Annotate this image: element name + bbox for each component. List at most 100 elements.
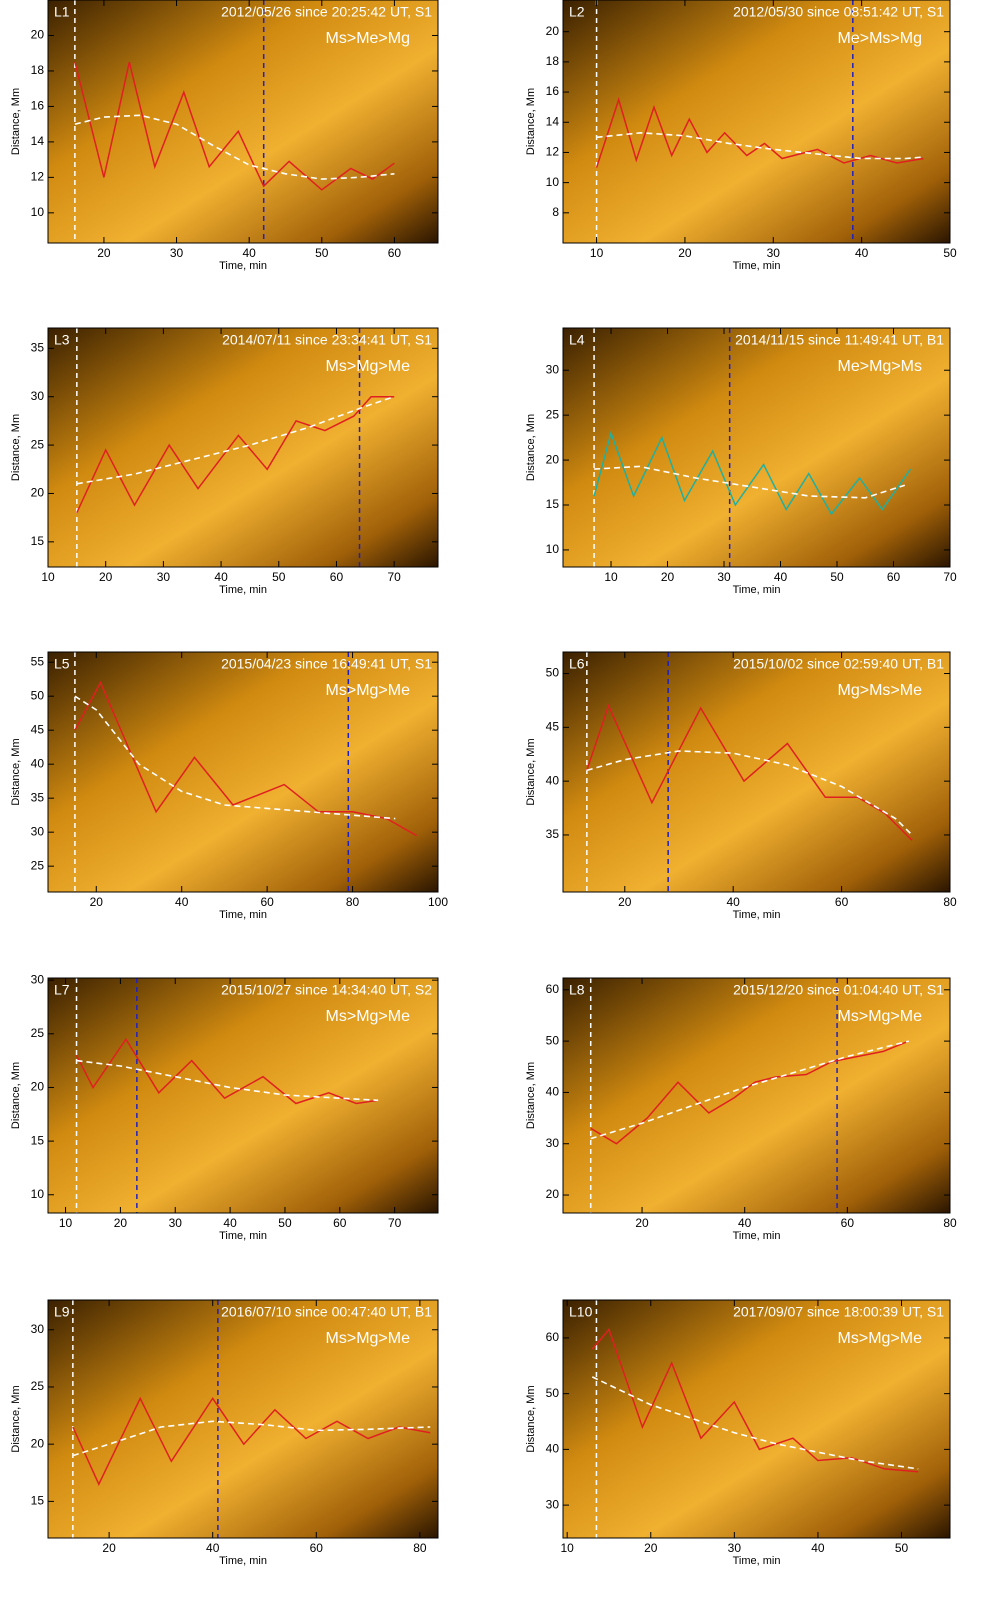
- y-tick-label: 10: [546, 175, 560, 189]
- x-tick-label: 20: [644, 1541, 658, 1555]
- panel-label: L10: [569, 1304, 593, 1320]
- x-axis-label: Time, min: [733, 1230, 781, 1242]
- panel-label: L7: [54, 982, 70, 998]
- x-tick-label: 70: [387, 570, 401, 584]
- x-tick-label: 40: [175, 895, 189, 909]
- y-tick-label: 40: [31, 756, 45, 770]
- x-tick-label: 20: [90, 895, 104, 909]
- panel: 20 40 60 80 100 25 30 35 40 45 50 55 Time, min Distan…: [10, 651, 448, 921]
- y-tick-label: 35: [31, 790, 45, 804]
- x-tick-label: 40: [855, 246, 869, 260]
- x-tick-label: 100: [428, 895, 448, 909]
- fit-line: [74, 61, 395, 191]
- panel-label: L5: [54, 656, 70, 672]
- trend-line: [594, 465, 906, 499]
- y-tick-label: 60: [546, 1330, 560, 1344]
- fit-line: [74, 680, 417, 837]
- fit-line: [590, 1040, 910, 1145]
- panel-title: 2015/12/20 since 01:04:40 UT, S1: [733, 982, 944, 998]
- x-tick-label: 30: [157, 570, 171, 584]
- panel-subtitle: Ms>Mg>Me: [326, 682, 411, 699]
- y-tick-label: 60: [546, 982, 560, 996]
- panel: 10 20 30 40 50 30 40 50 60 Time, min Distance, Mm L…: [525, 1299, 951, 1567]
- y-tick-label: 30: [546, 1136, 560, 1150]
- panel-label: L4: [569, 332, 585, 348]
- panel-title: 2016/07/10 since 00:47:40 UT, B1: [221, 1304, 432, 1320]
- y-tick-label: 25: [31, 858, 45, 872]
- panel-title: 2017/09/07 since 18:00:39 UT, S1: [733, 1304, 944, 1320]
- y-tick-label: 55: [31, 654, 45, 668]
- y-tick-label: 35: [546, 827, 560, 841]
- fit-line: [76, 395, 395, 514]
- plot-background: [48, 1300, 438, 1538]
- x-tick-label: 20: [661, 570, 675, 584]
- x-tick-label: 20: [102, 1541, 116, 1555]
- x-tick-label: 40: [727, 895, 741, 909]
- y-tick-label: 20: [31, 486, 45, 500]
- x-tick-label: 40: [242, 246, 256, 260]
- panel-title: 2014/11/15 since 11:49:41 UT, B1: [735, 332, 944, 348]
- x-tick-label: 60: [841, 1216, 855, 1230]
- trend-line: [590, 1040, 910, 1140]
- x-tick-label: 80: [943, 1216, 957, 1230]
- y-tick-label: 15: [546, 497, 560, 511]
- panel-label: L6: [569, 656, 585, 672]
- y-tick-label: 20: [546, 24, 560, 38]
- panel-subtitle: Ms>Mg>Me: [326, 1008, 411, 1025]
- x-tick-label: 50: [895, 1541, 909, 1555]
- plot-background: [563, 328, 950, 567]
- trend-line: [74, 695, 396, 820]
- y-tick-label: 10: [546, 542, 560, 556]
- y-axis-label: Distance, Mm: [525, 1062, 537, 1129]
- plot-background: [48, 978, 438, 1213]
- panel-subtitle: Ms>Mg>Me: [838, 1008, 923, 1025]
- y-tick-label: 18: [546, 54, 560, 68]
- panel-title: 2015/04/23 since 16:49:41 UT, S1: [221, 656, 432, 672]
- x-tick-label: 40: [811, 1541, 825, 1555]
- y-tick-label: 25: [31, 1379, 45, 1393]
- trend-line: [76, 1059, 379, 1102]
- y-tick-label: 50: [546, 1386, 560, 1400]
- fit-line: [72, 1396, 431, 1486]
- x-tick-label: 30: [767, 246, 781, 260]
- x-tick-label: 20: [635, 1216, 649, 1230]
- plot-frame: [562, 651, 951, 893]
- plot-background: [563, 0, 950, 243]
- fit-line: [593, 430, 912, 516]
- plot-frame: [47, 327, 439, 568]
- y-axis-label: Distance, Mm: [525, 88, 537, 155]
- x-axis-label: Time, min: [733, 1555, 781, 1567]
- plot-frame: [562, 1299, 951, 1539]
- y-tick-label: 15: [31, 1133, 45, 1147]
- y-tick-label: 20: [546, 1187, 560, 1201]
- x-tick-label: 10: [59, 1216, 73, 1230]
- panel-label: L3: [54, 332, 70, 348]
- trend-line: [586, 750, 913, 836]
- x-tick-label: 20: [678, 246, 692, 260]
- x-axis-label: Time, min: [733, 909, 781, 921]
- panel-subtitle: Me>Ms>Mg: [838, 30, 922, 47]
- x-tick-label: 60: [330, 570, 344, 584]
- x-tick-label: 10: [604, 570, 618, 584]
- y-tick-label: 18: [31, 63, 45, 77]
- y-tick-label: 10: [31, 1187, 45, 1201]
- x-tick-label: 60: [260, 895, 274, 909]
- x-tick-label: 50: [272, 570, 286, 584]
- x-tick-label: 20: [97, 246, 111, 260]
- panel-subtitle: Ms>Mg>Me: [326, 358, 411, 375]
- panel-label: L1: [54, 4, 70, 20]
- panel: 20 40 60 80 15 20 25 30 Time, min Distance, Mm L9 2…: [10, 1299, 439, 1567]
- x-tick-label: 50: [830, 570, 844, 584]
- x-tick-label: 60: [388, 246, 402, 260]
- panel-title: 2012/05/26 since 20:25:42 UT, S1: [221, 4, 432, 20]
- x-tick-label: 50: [315, 246, 329, 260]
- y-tick-label: 50: [31, 688, 45, 702]
- x-tick-label: 10: [590, 246, 604, 260]
- x-tick-label: 40: [214, 570, 228, 584]
- panel: 20 30 40 50 60 10 12 14 16 18 20 Time, min Distance,…: [10, 0, 439, 272]
- panel-subtitle: Ms>Mg>Me: [326, 1330, 411, 1347]
- plot-frame: [47, 651, 439, 893]
- x-axis-label: Time, min: [219, 909, 267, 921]
